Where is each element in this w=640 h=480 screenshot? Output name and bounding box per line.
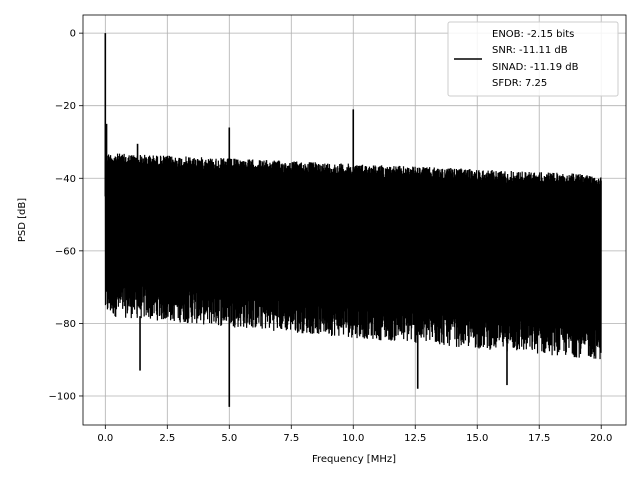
- legend: ENOB: -2.15 bits SNR: -11.11 dB SINAD: -…: [447, 21, 619, 97]
- x-axis: 0.0 2.5 5.0 7.5 10.0 12.5 15.0 17.5 20.0: [97, 425, 612, 444]
- legend-sfdr: SFDR: 7.25: [492, 78, 547, 89]
- legend-box: [447, 21, 619, 97]
- y-tick-label: −40: [55, 174, 76, 185]
- legend-snr: SNR: -11.11 dB: [492, 45, 568, 56]
- x-tick-label: 15.0: [466, 433, 488, 444]
- y-axis: 0 −20 −40 −60 −80 −100: [49, 29, 83, 402]
- x-tick-label: 17.5: [528, 433, 550, 444]
- y-tick-label: −80: [55, 319, 76, 330]
- y-tick-label: −100: [49, 391, 76, 402]
- x-tick-label: 7.5: [283, 433, 299, 444]
- x-tick-label: 2.5: [159, 433, 175, 444]
- y-axis-label: PSD [dB]: [17, 198, 28, 242]
- x-tick-label: 0.0: [97, 433, 113, 444]
- x-tick-label: 20.0: [590, 433, 612, 444]
- x-tick-label: 12.5: [404, 433, 426, 444]
- y-tick-label: −60: [55, 246, 76, 257]
- legend-sinad: SINAD: -11.19 dB: [492, 62, 579, 73]
- x-tick-label: 10.0: [342, 433, 364, 444]
- legend-enob: ENOB: -2.15 bits: [492, 29, 574, 40]
- y-tick-label: 0: [70, 29, 76, 40]
- x-tick-label: 5.0: [221, 433, 237, 444]
- y-tick-label: −20: [55, 101, 76, 112]
- psd-series: [104, 33, 602, 407]
- x-axis-label: Frequency [MHz]: [312, 454, 396, 465]
- plot-frame: [82, 14, 627, 426]
